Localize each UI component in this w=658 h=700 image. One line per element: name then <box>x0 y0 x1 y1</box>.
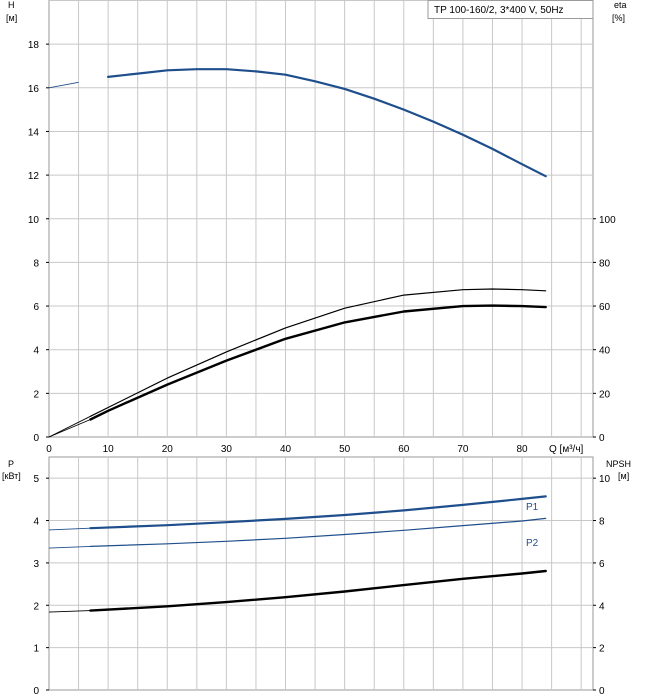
series-line <box>89 495 547 530</box>
series-line <box>89 517 547 548</box>
series-line <box>106 68 547 178</box>
right-tick-label: 0 <box>599 433 605 444</box>
x-tick-label: 40 <box>280 444 292 455</box>
p1-curve-label: P1 <box>526 502 539 513</box>
series-line <box>89 304 547 421</box>
right-tick-label: 4 <box>599 601 605 612</box>
right-tick-label: 10 <box>599 474 611 485</box>
p-axis-unit: [кВт] <box>2 471 21 481</box>
left-tick-label: 2 <box>33 389 39 400</box>
right-tick-label: 60 <box>599 302 611 313</box>
series-line <box>89 288 547 417</box>
left-tick-label: 14 <box>28 127 40 138</box>
left-tick-label: 2 <box>33 601 39 612</box>
chart-title: TP 100-160/2, 3*400 V, 50Hz <box>434 5 564 16</box>
right-tick-label: 8 <box>599 517 605 528</box>
x-tick-label: 10 <box>103 444 115 455</box>
right-tick-label: 6 <box>599 559 605 570</box>
left-tick-label: 12 <box>28 171 40 182</box>
right-tick-label: 100 <box>599 215 616 226</box>
left-tick-label: 16 <box>28 84 40 95</box>
power-npsh-panel: 0 1 2 3 4 5 0 2 4 6 8 10 <box>33 456 611 697</box>
left-tick-label: 18 <box>28 40 40 51</box>
left-tick-label: 1 <box>33 644 39 655</box>
x-tick-label: 60 <box>398 444 410 455</box>
x-tick-label: 30 <box>221 444 233 455</box>
h-axis-title: H <box>8 0 15 10</box>
p2-curve-label: P2 <box>526 538 539 549</box>
left-tick-label: 0 <box>33 686 39 697</box>
right-tick-label: 0 <box>599 686 605 697</box>
left-tick-label: 3 <box>33 559 39 570</box>
x-tick-label: 80 <box>516 444 528 455</box>
h-axis-unit: [м] <box>6 13 17 23</box>
title-box: TP 100-160/2, 3*400 V, 50Hz <box>427 0 594 19</box>
right-tick-label: 80 <box>599 258 611 269</box>
series-extrapolated-segment <box>48 527 91 531</box>
eta-axis-title: eta <box>614 0 627 10</box>
head-efficiency-panel: 0 2 4 6 8 10 12 14 16 18 0 20 40 60 80 100 0 10 20 30 40 50 60… <box>28 0 616 455</box>
plot-frame <box>48 456 594 691</box>
x-tick-label: 70 <box>457 444 469 455</box>
npsh-axis-unit: [м] <box>618 471 629 481</box>
left-tick-label: 4 <box>33 517 39 528</box>
left-tick-label: 6 <box>33 302 39 313</box>
series-extrapolated-segment <box>48 415 91 438</box>
left-tick-label: 5 <box>33 474 39 485</box>
right-tick-label: 2 <box>599 644 605 655</box>
p-axis-title: P <box>8 459 14 469</box>
right-tick-label: 20 <box>599 389 611 400</box>
left-tick-label: 10 <box>28 215 40 226</box>
x-tick-label: 50 <box>339 444 351 455</box>
right-tick-label: 40 <box>599 346 611 357</box>
x-tick-label: 20 <box>162 444 174 455</box>
q-axis-title: Q [м³/ч] <box>549 444 584 455</box>
left-tick-label: 0 <box>33 433 39 444</box>
series-extrapolated-segment <box>48 81 79 89</box>
eta-axis-unit: [%] <box>612 13 625 23</box>
left-tick-label: 8 <box>33 258 39 269</box>
x-tick-label: 0 <box>46 444 52 455</box>
series-extrapolated-segment <box>48 610 91 613</box>
left-tick-label: 4 <box>33 346 39 357</box>
npsh-axis-title: NPSH <box>606 459 631 469</box>
series-extrapolated-segment <box>48 419 91 438</box>
series-line <box>89 569 547 612</box>
series-extrapolated-segment <box>48 545 91 549</box>
